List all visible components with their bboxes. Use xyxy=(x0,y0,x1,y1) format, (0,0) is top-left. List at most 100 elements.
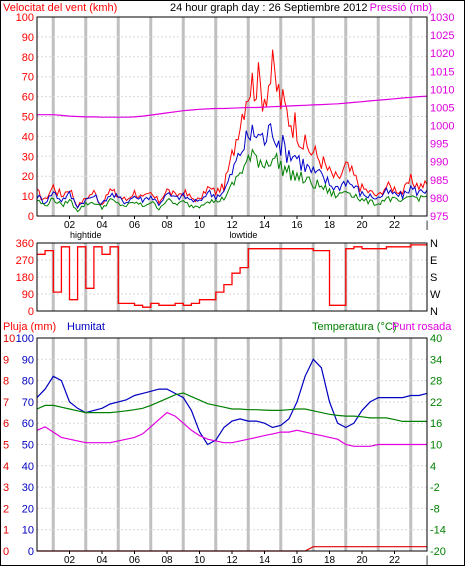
x-tick-label: 10 xyxy=(194,555,206,566)
temperature-tick-label: 22 xyxy=(430,397,442,409)
pressure-tick-label: 1020 xyxy=(430,48,454,60)
compass-tick-label: W xyxy=(430,289,441,301)
temperature-tick-label: 16 xyxy=(430,418,442,430)
direction-tick-label: 0 xyxy=(28,306,34,318)
temperature-tick-label: -2 xyxy=(430,482,440,494)
x-tick-label: 08 xyxy=(161,220,173,231)
x-tick-label: 06 xyxy=(129,555,141,566)
temperature-tick-label: -8 xyxy=(430,503,440,515)
pressure-tick-label: 1000 xyxy=(430,121,454,133)
x-tick-label: 14 xyxy=(259,220,271,231)
humidity-tick-label: 0 xyxy=(28,546,34,558)
rain-tick-label: 6 xyxy=(3,418,9,430)
wind-tick-label: 50 xyxy=(22,112,34,124)
series-line-wind xyxy=(36,49,428,210)
wind-tick-label: 20 xyxy=(22,171,34,183)
series-line-pressure xyxy=(37,95,428,118)
humidity-tick-label: 20 xyxy=(22,503,34,515)
pressure-tick-label: 985 xyxy=(430,175,448,187)
pressure-tick-label: 990 xyxy=(430,157,448,169)
rain-tick-label: 2 xyxy=(3,503,9,515)
rain-tick-label: 5 xyxy=(3,440,9,452)
pressure-axis-title: Pressió (mb) xyxy=(370,2,432,14)
pressure-tick-label: 1025 xyxy=(430,30,454,42)
wind-tick-label: 80 xyxy=(22,52,34,64)
pressure-tick-label: 1015 xyxy=(430,66,454,78)
rain-tick-label: 1 xyxy=(3,525,9,537)
x-tick-label: 18 xyxy=(324,555,336,566)
tide-label: lowtide xyxy=(229,230,257,240)
rain-tick-label: 0 xyxy=(3,546,9,558)
humidity-tick-label: 90 xyxy=(22,354,34,366)
compass-tick-label: S xyxy=(430,272,437,284)
rain-tick-label: 9 xyxy=(3,354,9,366)
pressure-tick-label: 975 xyxy=(430,211,448,223)
x-tick-label: 22 xyxy=(389,555,401,566)
temperature-axis-title: Temperatura (°C) xyxy=(312,321,396,333)
wind-tick-label: 100 xyxy=(16,12,34,24)
temperature-tick-label: 10 xyxy=(430,440,442,452)
compass-tick-label: N xyxy=(430,306,438,318)
x-tick-label: 02 xyxy=(64,220,76,231)
pressure-tick-label: 1010 xyxy=(430,84,454,96)
x-end-mark: | xyxy=(426,220,429,231)
rain-tick-label: 8 xyxy=(3,376,9,388)
temperature-tick-label: 28 xyxy=(430,376,442,388)
graph-title: 24 hour graph day : 26 Septiembre 2012 xyxy=(170,2,368,14)
pressure-tick-label: 980 xyxy=(430,193,448,205)
humidity-tick-label: 80 xyxy=(22,376,34,388)
humidity-axis-title: Humitat xyxy=(67,321,105,333)
wind-tick-label: 70 xyxy=(22,72,34,84)
x-tick-label: 08 xyxy=(161,555,173,566)
x-tick-label: 20 xyxy=(356,555,368,566)
compass-tick-label: N xyxy=(430,238,438,250)
direction-tick-label: 180 xyxy=(16,272,34,284)
x-tick-label: 06 xyxy=(129,220,141,231)
series-line-humidity xyxy=(36,358,428,446)
x-tick-label: 14 xyxy=(259,555,271,566)
direction-tick-label: 360 xyxy=(16,238,34,250)
rain-axis-title: Pluja (mm) xyxy=(3,321,56,333)
pressure-tick-label: 1005 xyxy=(430,102,454,114)
temperature-tick-label: 40 xyxy=(430,333,442,345)
pressure-tick-label: 1030 xyxy=(430,12,454,24)
wind-pressure-panel: 0102030405060708090100975980985990995100… xyxy=(16,12,455,240)
x-tick-label: 10 xyxy=(194,220,206,231)
tide-label: hightide xyxy=(70,230,102,240)
wind-tick-label: 60 xyxy=(22,92,34,104)
humidity-tick-label: 30 xyxy=(22,482,34,494)
wind-tick-label: 30 xyxy=(22,151,34,163)
x-tick-label: 16 xyxy=(291,555,303,566)
x-tick-label: 22 xyxy=(389,220,401,231)
humidity-tick-label: 60 xyxy=(22,418,34,430)
x-end-mark: | xyxy=(426,555,429,566)
humidity-tick-label: 10 xyxy=(22,525,34,537)
x-tick-label: 20 xyxy=(356,220,368,231)
x-tick-label: 18 xyxy=(324,220,336,231)
humidity-tick-label: 70 xyxy=(22,397,34,409)
wind-tick-label: 40 xyxy=(22,131,34,143)
series-line-gust xyxy=(36,122,428,209)
humidity-tick-label: 40 xyxy=(22,461,34,473)
series-line-average xyxy=(36,148,428,213)
temperature-tick-label: 34 xyxy=(430,354,442,366)
series-line-direction xyxy=(37,244,427,308)
temperature-tick-label: 4 xyxy=(430,461,436,473)
x-tick-label: 04 xyxy=(96,555,108,566)
rain-tick-label: 4 xyxy=(3,461,9,473)
temperature-tick-label: -14 xyxy=(430,525,446,537)
x-tick-label: 12 xyxy=(226,555,238,566)
pressure-tick-label: 995 xyxy=(430,139,448,151)
direction-tick-label: 270 xyxy=(16,255,34,267)
temperature-tick-label: -20 xyxy=(430,546,446,558)
series-line-dewpoint xyxy=(36,411,427,447)
rain-tick-label: 7 xyxy=(3,397,9,409)
x-tick-label: 12 xyxy=(226,220,238,231)
direction-tick-label: 90 xyxy=(22,289,34,301)
wind-tick-label: 10 xyxy=(22,191,34,203)
wind-tick-label: 0 xyxy=(28,211,34,223)
series-line-temperature xyxy=(36,392,427,422)
